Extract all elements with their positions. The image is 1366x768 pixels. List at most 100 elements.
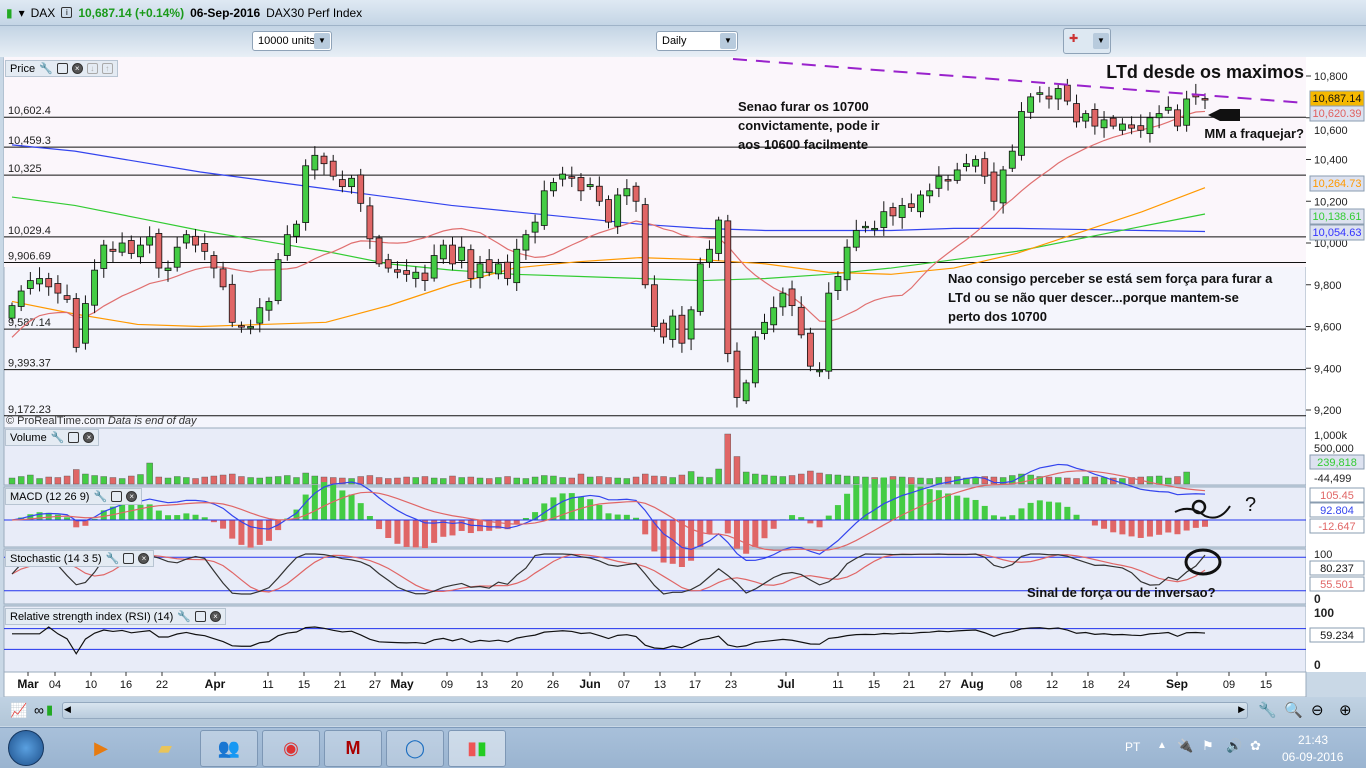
macd-histogram-bar [440,520,447,537]
volume-bar [843,475,851,485]
close-icon[interactable]: × [71,63,83,74]
show-hidden-icons-icon[interactable]: ▲ [1157,740,1167,751]
wrench-icon[interactable]: 🔧 [93,491,108,503]
zoom-in-icon[interactable]: ⊕ [1339,702,1352,719]
symbol[interactable]: DAX [30,5,56,20]
chevron-down-icon[interactable]: ▼ [1093,33,1109,49]
panel-title: Relative strength index (RSI) (14) [10,610,174,623]
close-icon[interactable]: × [83,432,95,443]
date-axis-label: 13 [654,679,666,691]
macd-histogram-bar [1064,506,1071,520]
volume-bar [623,478,631,485]
volume-bar [522,478,530,485]
windows-media-player-icon[interactable]: ▶ [94,738,108,758]
macd-histogram-bar [623,514,630,520]
add-indicator-button[interactable]: ✚ ▼ [1063,28,1111,54]
close-icon[interactable]: × [126,491,138,502]
chart-area[interactable]: 10,602.4 10,459.3 10,325 10,029.4 9,906.69 9,… [0,57,1366,697]
candle [1018,111,1025,156]
window-icon[interactable] [194,611,206,622]
price-box [1309,208,1365,225]
candle [751,336,759,384]
candle [338,179,346,188]
move-up-icon[interactable]: ↑ [101,63,113,74]
start-button[interactable] [8,730,44,766]
volume-bar [513,477,520,485]
window-icon[interactable] [68,432,80,443]
zoom-fit-icon[interactable]: 🔍 [1284,702,1303,719]
chart-toolbar: 10000 units ▼ Daily ▼ ✚ ▼ [0,26,1366,57]
volume-bar [128,475,135,485]
chrome-icon[interactable]: ◉ [262,730,320,767]
window-icon[interactable] [123,553,135,564]
price-box [1309,105,1365,122]
stochastic-d-line [11,553,1206,593]
candle [926,190,934,197]
scroll-left-icon[interactable]: ◀ [64,704,71,714]
period-select[interactable]: Daily ▼ [656,31,738,51]
chevron-down-icon[interactable]: ▼ [720,33,736,49]
volume-bar [651,475,658,485]
app-circle-icon[interactable]: ◯ [386,730,444,767]
move-down-icon[interactable]: ↓ [86,63,98,74]
candle [733,350,741,398]
macd-histogram-bar [614,514,621,520]
candlestick-icon[interactable]: ▮ [6,5,13,20]
date-axis-label: 20 [511,679,523,691]
close-icon[interactable]: × [138,553,150,564]
power-icon[interactable]: 🔌 [1177,738,1194,753]
macd-histogram-bar [1183,520,1190,531]
wrench-icon[interactable]: 🔧 [105,553,120,565]
price-axis-label: 9,400 [1314,363,1342,375]
macd-histogram-bar [357,503,364,520]
candle [935,175,943,189]
candle [467,249,475,279]
language-indicator[interactable]: PT [1125,740,1141,754]
settings-icon[interactable]: 🔧 [1258,702,1277,719]
annotation-question: ? [1245,494,1257,516]
explorer-icon[interactable]: ▰ [158,738,172,758]
candle [283,234,291,256]
level-label: 10,029.4 [8,225,51,237]
level-label: 10,459.3 [8,135,51,147]
scroll-right-icon[interactable]: ▶ [1238,704,1245,714]
network-icon[interactable]: ✿ [1250,738,1261,753]
dropdown-icon[interactable]: ▾ [18,5,25,20]
date-axis-label: 04 [49,679,61,691]
candle [1155,113,1163,119]
volume-icon[interactable]: 🔊 [1226,738,1243,753]
mcafee-icon[interactable]: M [324,730,382,767]
volume-bar [770,475,777,485]
clock-date[interactable]: 06-09-2016 [1282,750,1344,764]
window-icon[interactable] [111,491,123,502]
candle [384,259,392,269]
macd-histogram-bar [853,484,860,520]
flag-icon[interactable]: ⚑ [1202,738,1214,753]
chart-update-icon[interactable]: 📈 [10,702,28,718]
chevron-down-icon[interactable]: ▼ [314,33,330,49]
macd-histogram-bar [385,520,392,538]
wrench-icon[interactable]: 🔧 [50,432,65,444]
link-icon[interactable]: ∞ [34,702,44,718]
macd-histogram-bar [210,520,217,523]
candle [586,184,594,188]
macd-value: -12.647 [1318,521,1355,533]
info-icon[interactable]: i [61,7,73,18]
zoom-out-icon[interactable]: ⊖ [1311,702,1324,719]
wrench-icon[interactable]: 🔧 [177,611,191,623]
macd-histogram-bar [54,514,61,520]
volume-bar [486,478,493,485]
candle [852,230,860,248]
volume-bar [256,477,263,485]
level-label: 9,906.69 [8,250,51,262]
macd-histogram-bar [568,493,575,520]
messenger-icon[interactable]: 👥 [200,730,258,767]
prorealtime-icon[interactable]: ▮ ▮ [448,730,506,767]
wrench-icon[interactable]: 🔧 [39,63,53,75]
close-icon[interactable]: × [209,611,221,622]
clock-time[interactable]: 21:43 [1298,733,1329,747]
candlestick-type-icon[interactable]: ▮ [46,702,54,717]
horizontal-scrollbar[interactable]: ◀ ▶ [62,702,1248,719]
window-icon[interactable] [56,63,68,74]
units-select[interactable]: 10000 units ▼ [252,31,332,51]
